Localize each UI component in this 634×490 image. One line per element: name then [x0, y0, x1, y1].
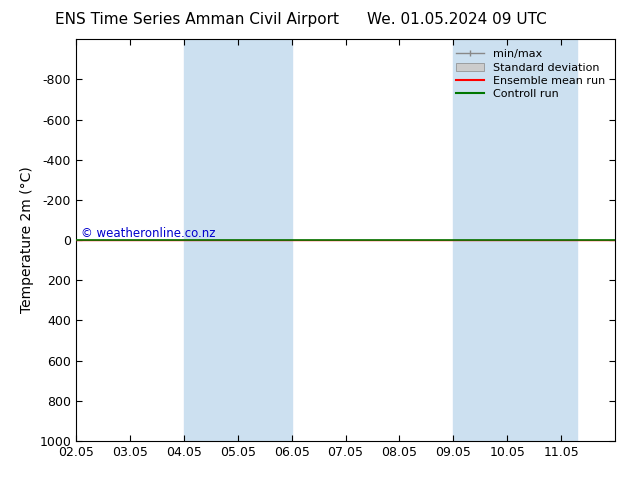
Bar — [453, 39, 578, 441]
Legend: min/max, Standard deviation, Ensemble mean run, Controll run: min/max, Standard deviation, Ensemble me… — [451, 45, 609, 104]
Bar — [184, 39, 292, 441]
Text: ENS Time Series Amman Civil Airport: ENS Time Series Amman Civil Airport — [55, 12, 339, 27]
Text: © weatheronline.co.nz: © weatheronline.co.nz — [81, 227, 216, 240]
Text: We. 01.05.2024 09 UTC: We. 01.05.2024 09 UTC — [366, 12, 547, 27]
Y-axis label: Temperature 2m (°C): Temperature 2m (°C) — [20, 167, 34, 314]
